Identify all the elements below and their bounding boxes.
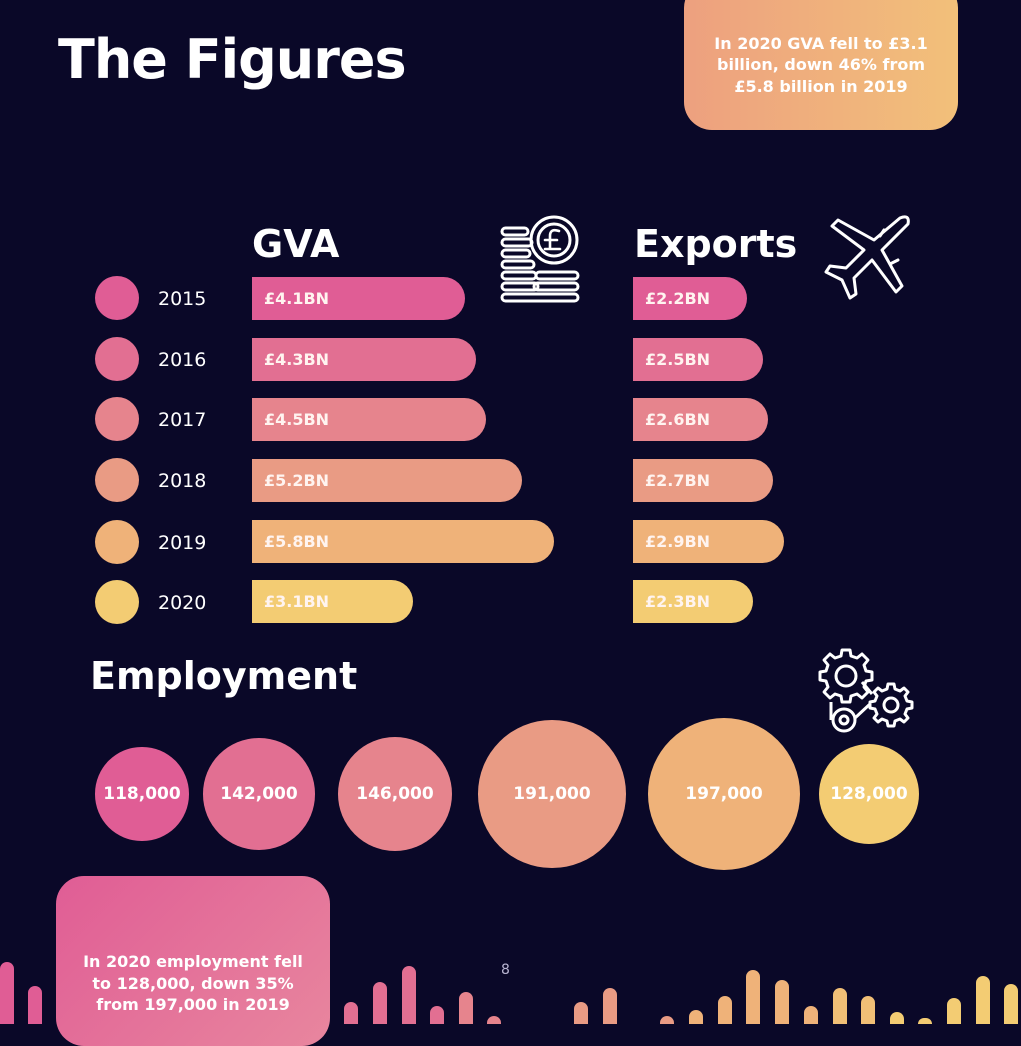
employment-bubble: 128,000 — [818, 743, 920, 845]
deco-bar — [660, 1016, 674, 1024]
deco-bar — [890, 1012, 904, 1024]
year-label: 2016 — [158, 349, 207, 371]
page-title: The Figures — [58, 28, 407, 91]
employment-bubble: 191,000 — [478, 720, 626, 868]
deco-bar — [918, 1018, 932, 1024]
year-dot — [95, 580, 139, 624]
exports-bar: £2.2BN — [633, 277, 748, 320]
gva-bar: £4.3BN — [252, 338, 476, 381]
deco-bar — [28, 986, 42, 1024]
employment-bubble: 118,000 — [95, 747, 189, 841]
deco-bar — [603, 988, 617, 1024]
year-label: 2017 — [158, 409, 207, 431]
year-dot — [95, 276, 139, 320]
deco-bar — [402, 966, 416, 1024]
deco-bar — [574, 1002, 588, 1024]
year-dot — [95, 458, 139, 502]
deco-bar — [0, 962, 14, 1024]
deco-bar — [947, 998, 961, 1024]
year-dot — [95, 337, 139, 381]
gva-bar: £5.8BN — [252, 520, 554, 563]
employment-bubble: 146,000 — [337, 736, 453, 852]
exports-bar: £2.7BN — [633, 459, 774, 502]
deco-bar — [373, 982, 387, 1024]
year-label: 2019 — [158, 532, 207, 554]
gva-bar: £3.1BN — [252, 580, 414, 623]
exports-bar: £2.9BN — [633, 520, 784, 563]
gva-bar: £5.2BN — [252, 459, 523, 502]
deco-bar — [833, 988, 847, 1024]
deco-bar — [459, 992, 473, 1024]
exports-heading: Exports — [634, 222, 798, 266]
pound-coins-icon — [500, 215, 580, 303]
employment-callout: In 2020 employment fell to 128,000, down… — [56, 876, 330, 1046]
employment-bubble: 142,000 — [203, 738, 315, 850]
page-number: 8 — [501, 962, 510, 978]
deco-bar — [861, 996, 875, 1024]
deco-bar — [1004, 984, 1018, 1024]
deco-bar — [718, 996, 732, 1024]
deco-bar — [430, 1006, 444, 1024]
gva-bar: £4.1BN — [252, 277, 466, 320]
exports-bar: £2.5BN — [633, 338, 763, 381]
exports-bar: £2.3BN — [633, 580, 753, 623]
deco-bar — [689, 1010, 703, 1024]
deco-bar — [487, 1016, 501, 1024]
deco-bar — [344, 1002, 358, 1024]
gva-bar: £4.5BN — [252, 398, 486, 441]
deco-bar — [976, 976, 990, 1024]
gva-heading: GVA — [252, 222, 340, 266]
deco-bar — [746, 970, 760, 1024]
employment-bubble: 197,000 — [648, 718, 800, 870]
exports-bar: £2.6BN — [633, 398, 769, 441]
year-label: 2018 — [158, 470, 207, 492]
airplane-icon — [824, 215, 910, 300]
gears-icon — [818, 648, 914, 733]
deco-bar — [804, 1006, 818, 1024]
year-label: 2015 — [158, 288, 207, 310]
deco-bar — [775, 980, 789, 1024]
employment-heading: Employment — [90, 654, 358, 698]
gva-callout: In 2020 GVA fell to £3.1 billion, down 4… — [684, 0, 958, 130]
year-dot — [95, 397, 139, 441]
year-label: 2020 — [158, 592, 207, 614]
year-dot — [95, 520, 139, 564]
